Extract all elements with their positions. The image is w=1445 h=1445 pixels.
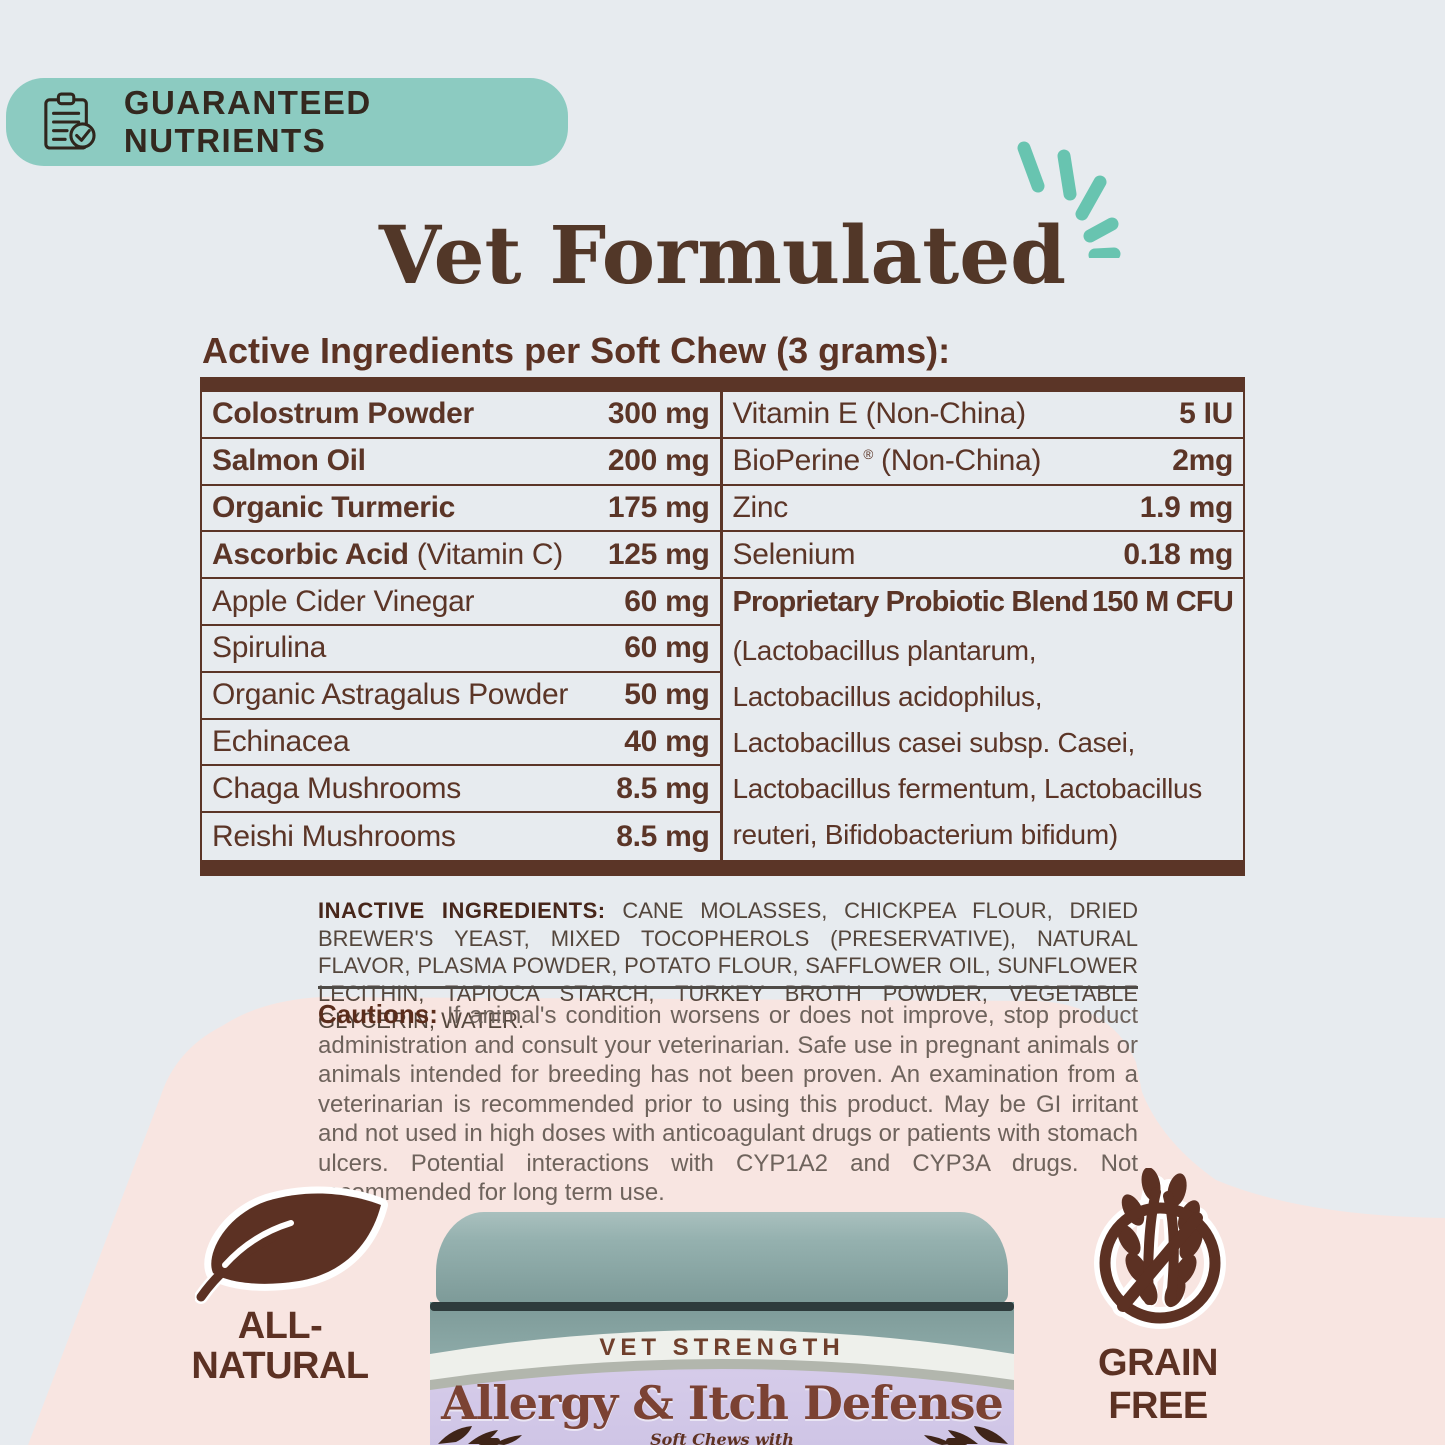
probiotic-strain-line: Lactobacillus casei subsp. Casei, (732, 726, 1136, 758)
page-title: Vet Formulated (378, 208, 1067, 302)
guaranteed-nutrients-badge: GUARANTEED NUTRIENTS (6, 78, 568, 166)
ingredient-name: Colostrum Powder (212, 397, 474, 431)
cautions-label: Cautions: (318, 999, 438, 1029)
jar-subtitle: Soft Chews with (650, 1430, 794, 1445)
ingredient-amount: 125 mg (607, 537, 710, 571)
wing-decoration-left (438, 1426, 522, 1445)
ingredient-amount: 1.9 mg (1139, 490, 1234, 524)
ingredient-amount: 60 mg (624, 631, 710, 665)
ingredients-table: Colostrum Powder 300 mg Salmon Oil 200 mg Or… (200, 377, 1245, 876)
ingredient-name: Organic Astragalus Powder (212, 678, 569, 712)
table-row: Zinc 1.9 mg (722, 486, 1243, 533)
table-row: Selenium 0.18 mg (722, 532, 1243, 580)
ingredient-name: Echinacea (212, 724, 350, 758)
table-row: Vitamin E (Non-China) 5 IU (722, 392, 1243, 439)
table-row: Chaga Mushrooms 8.5 mg (202, 766, 720, 814)
table-body: Colostrum Powder 300 mg Salmon Oil 200 mg Or… (200, 392, 1245, 860)
cautions-text: If animal's condition worsens or does no… (318, 1002, 1138, 1206)
ingredient-name: Organic Turmeric (212, 490, 456, 524)
guaranteed-nutrients-label: GUARANTEED NUTRIENTS (123, 84, 372, 159)
table-row: Proprietary Probiotic Blend 150 M CFU (723, 579, 1244, 626)
probiotic-strain-line: (Lactobacillus plantarum, (732, 634, 1037, 666)
ingredient-amount: 8.5 mg (616, 819, 710, 853)
ingredient-amount: 8.5 mg (616, 771, 710, 805)
jar-product-name: Allergy & Itch Defense (441, 1376, 1004, 1430)
table-row: Spirulina 60 mg (202, 626, 720, 673)
table-bottom-bar (200, 859, 1245, 876)
ingredient-name: Apple Cider Vinegar (212, 584, 475, 618)
probiotic-strain-line: reuteri, Bifidobacterium bifidum) (732, 818, 1119, 850)
ingredient-name: Proprietary Probiotic Blend (732, 586, 1089, 619)
probiotic-strain-line: Lactobacillus fermentum, Lactobacillus (732, 772, 1203, 804)
section-divider (318, 986, 1138, 989)
grain-free-icon (1094, 1168, 1226, 1329)
ingredient-amount: 5 IU (1179, 397, 1233, 431)
ingredient-name: Selenium (732, 537, 856, 571)
table-row: Ascorbic Acid (Vitamin C) 125 mg (202, 532, 720, 580)
ingredient-name: Vitamin E (Non-China) (732, 397, 1027, 431)
active-ingredients-heading: Active Ingredients per Soft Chew (3 gram… (202, 330, 951, 371)
clipboard-check-icon (44, 92, 96, 150)
ingredient-amount: 2mg (1172, 444, 1233, 478)
ingredient-name: Ascorbic Acid (Vitamin C) (212, 537, 563, 571)
inactive-ingredients-paragraph: INACTIVE INGREDIENTS: CANE MOLASSES, CHI… (318, 897, 1138, 1035)
table-row: Apple Cider Vinegar 60 mg (202, 579, 720, 626)
ingredient-name: Reishi Mushrooms (212, 819, 456, 853)
ingredient-amount: 200 mg (607, 444, 710, 478)
probiotic-strains-text: (Lactobacillus plantarum, Lactobacillus a… (723, 626, 1244, 858)
table-row: Reishi Mushrooms 8.5 mg (202, 813, 720, 860)
ingredient-amount: 40 mg (624, 724, 710, 758)
table-row: Salmon Oil 200 mg (202, 439, 720, 486)
jar-body (430, 1302, 1014, 1445)
table-top-bar (200, 377, 1245, 392)
ingredient-amount: 60 mg (624, 584, 710, 618)
ingredient-name: Zinc (732, 490, 789, 524)
ingredient-name: Spirulina (212, 631, 327, 665)
all-natural-label: ALL- NATURAL (175, 1306, 385, 1386)
ingredient-amount: 300 mg (607, 397, 710, 431)
wing-decoration-right (924, 1426, 1008, 1445)
ingredient-name: Chaga Mushrooms (212, 771, 461, 805)
ingredient-amount: 50 mg (624, 678, 710, 712)
inactive-ingredients-text: CANE MOLASSES, CHICKPEA FLOUR, DRIED BRE… (318, 898, 1138, 1033)
table-row: Colostrum Powder 300 mg (202, 392, 720, 439)
grain-free-label: GRAIN FREE (1098, 1342, 1218, 1427)
ingredient-amount: 150 M CFU (1091, 586, 1234, 619)
all-natural-line2: NATURAL (191, 1345, 369, 1387)
table-left-column: Colostrum Powder 300 mg Salmon Oil 200 mg Or… (202, 392, 723, 860)
table-row: BioPerine ® (Non-China) 2mg (722, 439, 1243, 486)
ingredient-name: Salmon Oil (212, 444, 366, 478)
ingredient-amount: 0.18 mg (1123, 537, 1233, 571)
ingredient-name: BioPerine ® (Non-China) (732, 444, 1042, 478)
inactive-ingredients-label: INACTIVE INGREDIENTS: (318, 898, 606, 923)
accent-dashes-icon (1017, 141, 1121, 258)
table-right-column: Vitamin E (Non-China) 5 IU BioPerine ® (No… (722, 392, 1244, 860)
cautions-paragraph: Cautions: If animal's condition worsens … (318, 999, 1138, 1208)
all-natural-line1: ALL- (237, 1305, 323, 1347)
jar-strength-text: VET STRENGTH (599, 1334, 845, 1361)
ingredient-amount: 175 mg (607, 490, 710, 524)
table-right-rows: Vitamin E (Non-China) 5 IU BioPerine ® (No… (722, 392, 1244, 626)
table-row: Organic Astragalus Powder 50 mg (202, 673, 720, 720)
table-row: Echinacea 40 mg (202, 720, 720, 767)
probiotic-strain-line: Lactobacillus acidophilus, (732, 680, 1043, 712)
leaf-icon (195, 1186, 388, 1304)
table-row: Organic Turmeric 175 mg (202, 486, 720, 533)
jar-lid (436, 1212, 1008, 1304)
